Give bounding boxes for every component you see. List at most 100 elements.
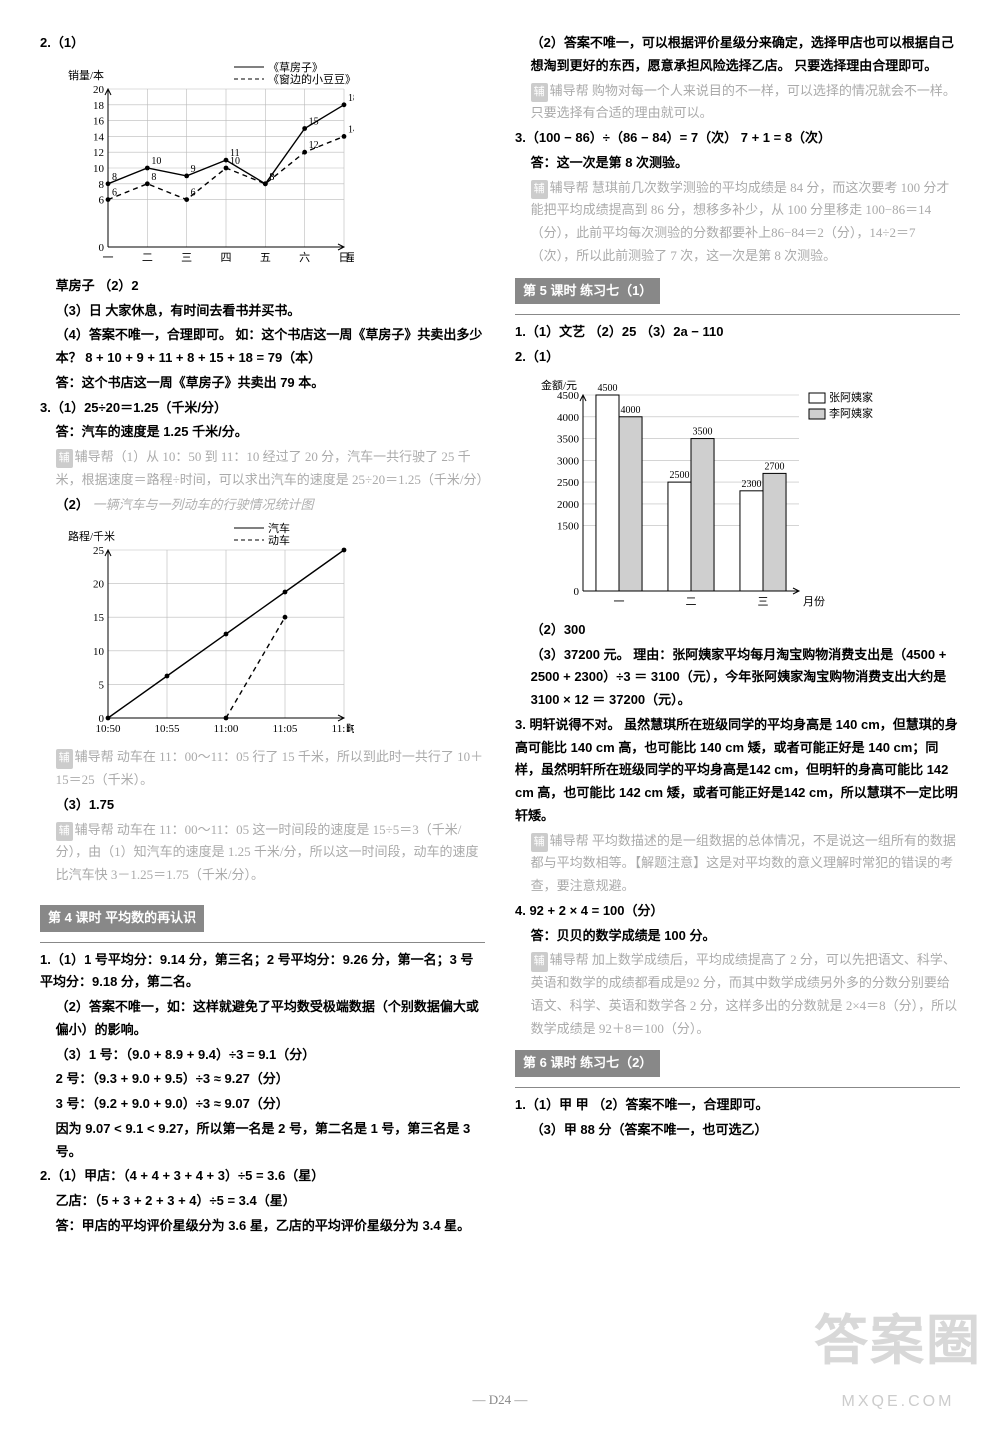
svg-text:路程/千米: 路程/千米 [68, 530, 115, 543]
svg-text:10: 10 [151, 156, 161, 167]
svg-text:14: 14 [348, 124, 354, 135]
r-q3-ans: 答：这一次是第 8 次测验。 [515, 152, 960, 175]
svg-text:8: 8 [269, 172, 274, 183]
r-top-tutor: 辅辅导帮 购物对每一个人来说目的不一样，可以选择的情况就会不一样。 只要选择有合… [515, 80, 960, 126]
svg-text:10: 10 [93, 646, 105, 658]
q3-2-label: （2） 一辆汽车与一列动车的行驶情况统计图 [40, 494, 485, 517]
svg-text:1500: 1500 [557, 520, 580, 532]
svg-text:四: 四 [221, 252, 232, 264]
s4-q2-0: 2.（1）甲店：（4 + 4 + 3 + 4 + 3）÷5 = 3.6（星） [40, 1165, 485, 1188]
svg-text:11:00: 11:00 [214, 723, 239, 735]
svg-text:5: 5 [99, 680, 105, 692]
svg-text:18: 18 [348, 93, 354, 104]
after-chart-b: （3）日 大家休息，有时间去看书并买书。 [40, 300, 485, 323]
svg-text:6: 6 [112, 187, 117, 198]
q2-1: 2.（1） [40, 32, 485, 55]
svg-text:9: 9 [191, 164, 196, 175]
svg-text:金额/元: 金额/元 [541, 378, 577, 392]
svg-text:4500: 4500 [597, 383, 617, 394]
svg-text:15: 15 [93, 612, 105, 624]
heading-5: 第 5 课时 练习七（1） [515, 278, 660, 305]
chart-2: 051015202510:5010:5511:0011:0511:10路程/千米… [54, 522, 485, 742]
svg-text:月份: 月份 [803, 595, 825, 608]
s5-q2-3: （3）37200 元。 理由：张阿姨家平均每月淘宝购物消费支出是（4500 + … [515, 644, 960, 712]
s5-q4: 4. 92 + 2 × 4 = 100（分） [515, 900, 960, 923]
svg-text:2700: 2700 [765, 461, 785, 472]
r-q3-tutor: 辅辅导帮 慧琪前几次数学测验的平均成绩是 84 分，而这次要考 100 分才能把… [515, 177, 960, 268]
svg-text:6: 6 [191, 187, 196, 198]
s4-l0: 1.（1）1 号平均分：9.14 分，第三名；2 号平均分：9.26 分，第一名… [40, 949, 485, 995]
svg-text:3500: 3500 [557, 433, 580, 445]
svg-text:6: 6 [99, 194, 105, 206]
s4-l2: （3）1 号：（9.0 + 8.9 + 9.4）÷3 = 9.1（分） [40, 1044, 485, 1067]
q3a: 3.（1）25÷20＝1.25（千米/分） [40, 397, 485, 420]
svg-text:11:05: 11:05 [273, 723, 298, 735]
after-chart-a: 草房子 （2）2 [40, 275, 485, 298]
svg-text:动车: 动车 [268, 533, 290, 547]
svg-text:10:50: 10:50 [95, 723, 121, 735]
s6-q1a: 1.（1）甲 甲 （2）答案不唯一，合理即可。 [515, 1094, 960, 1117]
svg-text:12: 12 [309, 140, 319, 151]
svg-text:汽车: 汽车 [268, 522, 290, 535]
svg-text:8: 8 [151, 172, 156, 183]
svg-text:五: 五 [260, 252, 271, 264]
svg-text:10: 10 [93, 163, 105, 175]
r-q3-calc: 3.（100 − 86）÷（86 − 84）= 7（次） 7 + 1 = 8（次… [515, 127, 960, 150]
svg-text:3000: 3000 [557, 455, 580, 467]
s4-l5: 因为 9.07 < 9.1 < 9.27，所以第一名是 2 号，第二名是 1 号… [40, 1118, 485, 1164]
q3a-tutor: 辅辅导帮（1）从 10：50 到 11：10 经过了 20 分，汽车一共行驶了 … [40, 446, 485, 492]
svg-text:16: 16 [93, 115, 105, 127]
svg-text:8: 8 [99, 179, 105, 191]
chart-1: 068101214161820一二三四五六日销量/本星期《草房子》《窗边的小豆豆… [54, 61, 485, 271]
svg-text:张阿姨家: 张阿姨家 [829, 390, 873, 404]
q3a-ans: 答：汽车的速度是 1.25 千米/分。 [40, 421, 485, 444]
s4-q2-2: 答：甲店的平均评价星级分为 3.6 星，乙店的平均评价星级分为 3.4 星。 [40, 1215, 485, 1238]
svg-text:时间: 时间 [346, 722, 354, 735]
svg-text:六: 六 [299, 251, 310, 264]
svg-text:二: 二 [686, 596, 697, 608]
svg-text:4000: 4000 [621, 405, 641, 416]
svg-text:二: 二 [142, 252, 153, 264]
s5-q3-tutor: 辅辅导帮 平均数描述的是一组数据的总体情况，不是说这一组所有的数据都与平均数相等… [515, 830, 960, 898]
svg-text:15: 15 [309, 116, 319, 127]
svg-text:2500: 2500 [669, 470, 689, 481]
s5-q3: 3. 明轩说得不对。 虽然慧琪所在班级同学的平均身高是 140 cm，但慧琪的身… [515, 714, 960, 828]
s4-l3: 2 号：（9.3 + 9.0 + 9.5）÷3 ≈ 9.27（分） [40, 1068, 485, 1091]
q3-3: （3）1.75 [40, 794, 485, 817]
svg-text:14: 14 [93, 131, 105, 143]
svg-text:0: 0 [574, 586, 580, 598]
svg-text:销量/本: 销量/本 [68, 68, 104, 82]
heading-4: 第 4 课时 平均数的再认识 [40, 905, 204, 932]
right-column: （2）答案不唯一，可以根据评价星级分来确定，选择甲店也可以根据自己想淘到更好的东… [515, 30, 960, 1240]
s4-l4: 3 号：（9.2 + 9.0 + 9.0）÷3 ≈ 9.07（分） [40, 1093, 485, 1116]
left-column: 2.（1） 068101214161820一二三四五六日销量/本星期《草房子》《… [40, 30, 485, 1240]
s5-q2-2: （2）300 [515, 619, 960, 642]
q3-3-tutor: 辅辅导帮 动车在 11：00～11：05 这一时间段的速度是 15÷5＝3（千米… [40, 819, 485, 887]
svg-text:李阿姨家: 李阿姨家 [829, 406, 873, 420]
svg-text:2300: 2300 [741, 479, 761, 490]
s5-q1: 1.（1）文艺 （2）25 （3）2a − 110 [515, 321, 960, 344]
chart-3: 01500200025003000350040004500金额/元月份一4500… [529, 375, 960, 615]
s5-q4-tutor: 辅辅导帮 加上数学成绩后，平均成绩提高了 2 分，可以先把语文、科学、英语和数学… [515, 949, 960, 1040]
svg-text:2000: 2000 [557, 499, 580, 511]
s6-q1b: （3）甲 88 分（答案不唯一，也可选乙） [515, 1119, 960, 1142]
svg-text:18: 18 [93, 100, 105, 112]
after-chart-c: （4）答案不唯一，合理即可。 如：这个书店这一周《草房子》共卖出多少本？ 8 +… [40, 324, 485, 370]
svg-text:三: 三 [758, 596, 769, 608]
watermark: 答案圈 MXQE.COM [814, 1294, 982, 1417]
s5-q2-1: 2.（1） [515, 346, 960, 369]
after-chart-d: 答：这个书店这一周《草房子》共卖出 79 本。 [40, 372, 485, 395]
svg-text:10: 10 [230, 156, 240, 167]
s4-q2-1: 乙店：（5 + 3 + 2 + 3 + 4）÷5 = 3.4（星） [40, 1190, 485, 1213]
svg-text:2500: 2500 [557, 477, 580, 489]
svg-text:《草房子》: 《草房子》 [268, 61, 323, 74]
svg-text:4000: 4000 [557, 412, 580, 424]
svg-text:8: 8 [112, 172, 117, 183]
svg-text:25: 25 [93, 545, 105, 557]
q3-2-tutor: 辅辅导帮 动车在 11：00～11：05 行了 15 千米，所以到此时一共行了 … [40, 746, 485, 792]
s4-l1: （2）答案不唯一，如：这样就避免了平均数受极端数据（个别数据偏大或偏小）的影响。 [40, 996, 485, 1042]
svg-text:一: 一 [103, 252, 114, 264]
svg-text:12: 12 [93, 147, 104, 159]
s5-q4-ans: 答：贝贝的数学成绩是 100 分。 [515, 925, 960, 948]
svg-text:10:55: 10:55 [154, 723, 180, 735]
